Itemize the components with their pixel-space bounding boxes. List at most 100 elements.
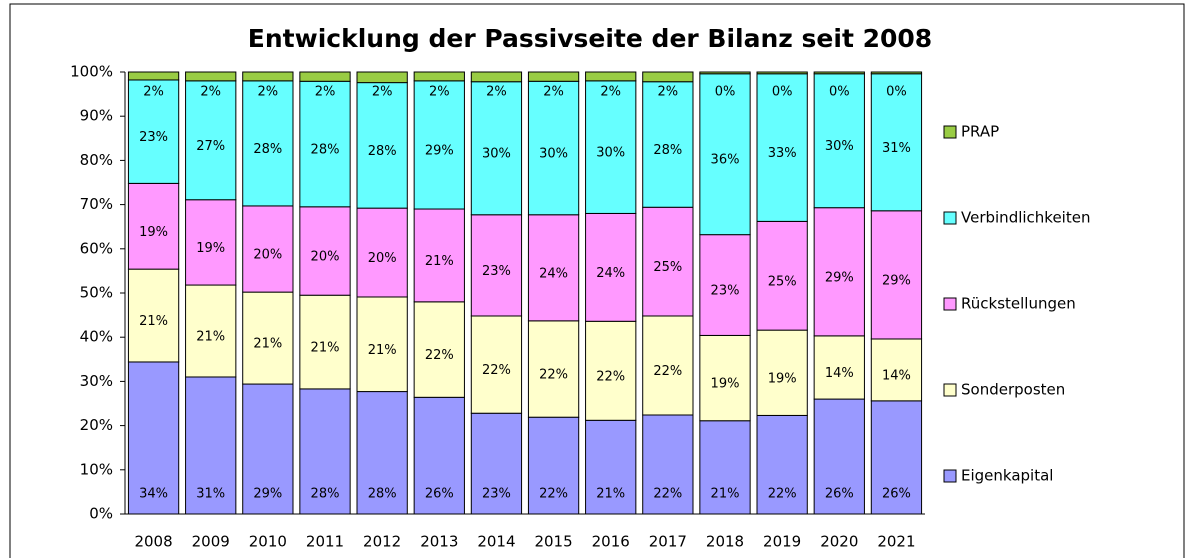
bar-segment: [356, 71, 408, 84]
data-label: 29%: [882, 273, 911, 288]
bar-segment: [585, 212, 637, 322]
legend-swatch: [943, 211, 957, 225]
bar-segment: [642, 315, 694, 416]
x-tick-label: 2012: [363, 533, 401, 551]
data-label: 22%: [653, 487, 682, 502]
data-label: 23%: [482, 487, 511, 502]
legend-swatch: [943, 383, 957, 397]
data-label: 22%: [539, 368, 568, 383]
data-label: 30%: [825, 139, 854, 154]
data-label: 23%: [711, 284, 740, 299]
data-label: 14%: [825, 366, 854, 381]
bar-segment: [813, 335, 865, 400]
bar-segment: [299, 206, 351, 296]
data-label: 19%: [711, 377, 740, 392]
data-label: 22%: [653, 364, 682, 379]
data-label: 0%: [886, 85, 907, 100]
bar-segment: [699, 420, 751, 515]
bar-segment: [699, 234, 751, 336]
bar-segment: [242, 383, 294, 515]
bar-segment: [642, 414, 694, 515]
y-tick-label: 80%: [80, 151, 113, 169]
bar-segment: [813, 73, 865, 209]
bar-segment: [413, 71, 465, 82]
bar-segment: [756, 71, 808, 75]
y-tick-label: 90%: [80, 107, 113, 125]
bar-segment: [527, 320, 580, 418]
bar-segment: [356, 391, 408, 515]
y-tick-label: 30%: [80, 372, 113, 390]
data-label: 21%: [139, 314, 168, 329]
data-label: 23%: [482, 264, 511, 279]
bar-segment: [870, 73, 923, 212]
data-label: 31%: [882, 141, 911, 156]
bar-segment: [870, 400, 923, 515]
chart-title: Entwicklung der Passivseite der Bilanz s…: [248, 24, 932, 53]
bar-segment: [642, 206, 694, 317]
legend-label: PRAP: [961, 123, 999, 141]
x-tick-label: 2018: [706, 533, 744, 551]
bar-segment: [413, 80, 465, 210]
bar-segment: [527, 214, 580, 322]
data-label: 2%: [372, 85, 393, 100]
y-tick-label: 0%: [89, 505, 113, 523]
data-label: 26%: [825, 487, 854, 502]
bar-segment: [585, 320, 637, 421]
bar-segment: [585, 419, 637, 515]
bar-segment: [813, 207, 865, 337]
data-label: 21%: [425, 254, 454, 269]
data-label: 24%: [539, 266, 568, 281]
x-tick-label: 2014: [477, 533, 515, 551]
data-label: 24%: [596, 266, 625, 281]
bar-segment: [699, 73, 751, 236]
y-tick-label: 60%: [80, 239, 113, 257]
data-label: 21%: [368, 343, 397, 358]
data-label: 28%: [253, 142, 282, 157]
data-label: 22%: [768, 487, 797, 502]
bar-segment: [185, 71, 237, 82]
bar-segment: [299, 71, 351, 82]
data-label: 29%: [425, 143, 454, 158]
legend-swatch: [943, 125, 957, 139]
bar-segment: [585, 80, 637, 214]
x-tick-label: 2020: [820, 533, 858, 551]
bar-segment: [870, 71, 923, 75]
bar-segment: [813, 71, 865, 75]
bar-segment: [527, 80, 580, 216]
data-label: 2%: [258, 85, 279, 100]
bar-segment: [356, 296, 408, 393]
data-label: 14%: [882, 368, 911, 383]
data-label: 29%: [253, 487, 282, 502]
x-tick-label: 2021: [877, 533, 915, 551]
bar-segment: [127, 79, 180, 184]
bar-segment: [699, 71, 751, 75]
bar-segment: [127, 71, 180, 81]
legend-swatch: [943, 469, 957, 483]
bar-segment: [756, 329, 808, 416]
data-label: 26%: [882, 487, 911, 502]
data-label: 36%: [711, 153, 740, 168]
x-tick-label: 2015: [534, 533, 572, 551]
y-tick-label: 40%: [80, 328, 113, 346]
data-label: 2%: [658, 85, 679, 100]
legend-swatch: [943, 297, 957, 311]
y-tick-label: 70%: [80, 195, 113, 213]
bar-segment: [299, 294, 351, 390]
data-label: 19%: [768, 371, 797, 386]
bar-segment: [413, 301, 465, 398]
x-tick-label: 2009: [192, 533, 230, 551]
data-label: 2%: [600, 85, 621, 100]
bar-segment: [299, 388, 351, 515]
data-label: 2%: [543, 85, 564, 100]
bar-segment: [413, 208, 465, 303]
data-label: 21%: [196, 330, 225, 345]
y-tick-label: 100%: [70, 63, 113, 81]
x-tick-label: 2013: [420, 533, 458, 551]
bar-segment: [127, 361, 180, 515]
data-label: 19%: [139, 225, 168, 240]
data-label: 28%: [311, 143, 340, 158]
data-label: 33%: [768, 146, 797, 161]
bar-segment: [242, 291, 294, 385]
data-label: 29%: [825, 270, 854, 285]
